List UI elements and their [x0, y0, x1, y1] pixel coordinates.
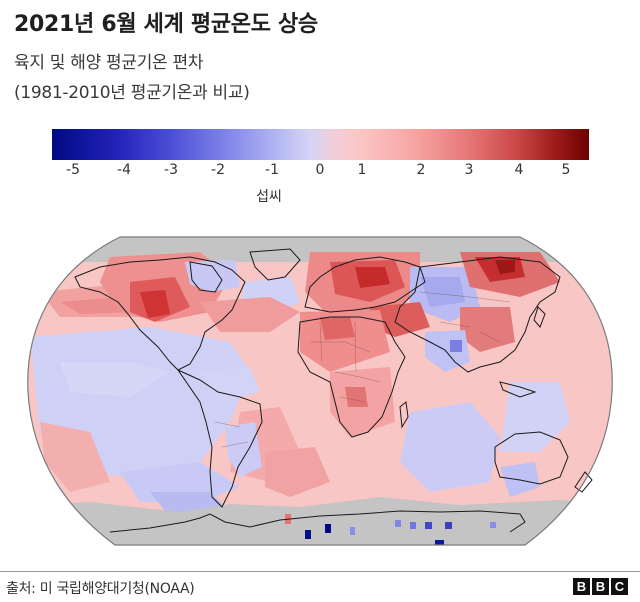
colorbar-legend [52, 129, 589, 160]
colorbar-tick: 4 [514, 162, 524, 178]
map-outline [27, 236, 613, 546]
colorbar-tick: -3 [164, 162, 178, 178]
bbc-logo-letter: C [611, 578, 628, 595]
colorbar-tick: 2 [416, 162, 426, 178]
bbc-logo: B B C [573, 578, 628, 595]
colorbar-tick: 3 [464, 162, 474, 178]
coastlines [74, 248, 593, 533]
bbc-logo-letter: B [592, 578, 609, 595]
colorbar-unit-label: 섭씨 [256, 189, 282, 205]
colorbar-tick: -1 [265, 162, 279, 178]
world-anomaly-map [27, 236, 613, 546]
chart-subtitle: 육지 및 해양 평균기온 편차 [14, 53, 204, 73]
source-credit: 출처: 미 국립해양대기청(NOAA) [6, 581, 195, 597]
bbc-logo-letter: B [573, 578, 590, 595]
colorbar-tick: -2 [211, 162, 225, 178]
colorbar-tick: 5 [561, 162, 571, 178]
country-borders [214, 291, 511, 448]
colorbar-tick: 1 [357, 162, 367, 178]
colorbar-tick: -4 [117, 162, 131, 178]
anomaly-field [27, 237, 613, 545]
chart-subtitle-baseline: (1981-2010년 평균기온과 비교) [14, 83, 250, 103]
chart-title: 2021년 6월 세계 평균온도 상승 [14, 12, 318, 37]
colorbar-tick: 0 [315, 162, 325, 178]
colorbar-tick: -5 [66, 162, 80, 178]
footer-divider [0, 571, 640, 572]
